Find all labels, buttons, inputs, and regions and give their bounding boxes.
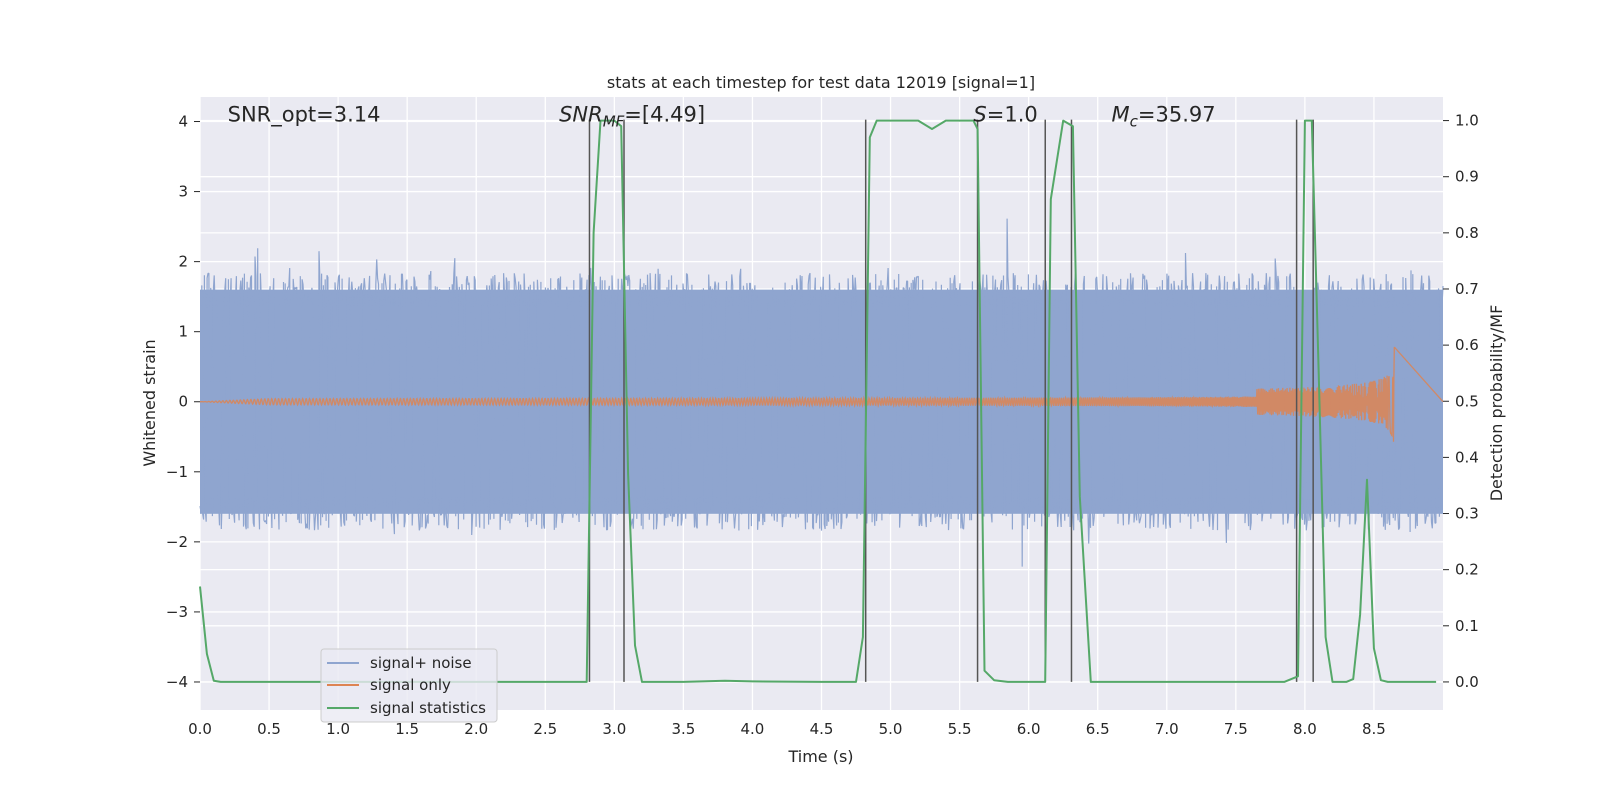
chirp-trace [199, 346, 1444, 442]
x-tick-label: 3.5 [671, 720, 695, 738]
y-tick-label-right: 0.9 [1455, 168, 1479, 186]
x-tick-label: 2.0 [464, 720, 488, 738]
y-tick-label-left: 2 [178, 253, 188, 271]
signal-statistics-series [199, 119, 1437, 683]
annotation-snr_mf: SNRMF=[4.49] [559, 103, 705, 131]
x-tick-label: 6.0 [1017, 720, 1041, 738]
x-tick-label: 0.0 [188, 720, 212, 738]
x-tick-label: 2.5 [533, 720, 557, 738]
x-tick-label: 1.5 [395, 720, 419, 738]
annotation-s: S=1.0 [973, 103, 1037, 127]
threshold-lines [588, 119, 1314, 682]
y-tick-label-left: 4 [178, 113, 188, 131]
legend-label-signal-noise: signal+ noise [370, 654, 472, 672]
annotation-snr_opt: SNR_opt=3.14 [228, 103, 381, 128]
x-tick-label: 0.5 [257, 720, 281, 738]
y-tick-label-left: 1 [178, 323, 188, 341]
y-tick-label-right: 0.3 [1455, 505, 1479, 523]
y-tick-label-left: −4 [166, 673, 188, 691]
x-tick-label: 6.5 [1086, 720, 1110, 738]
noise-trace [199, 218, 1444, 567]
legend-box [320, 648, 498, 723]
ticks: 0.0 0.5 1.0 1.5 2.0 2.5 3.0 3.5 4.0 4.5 5.0 5.5 6.0 6… [166, 112, 1479, 738]
y-tick-label-left: 3 [178, 183, 188, 201]
chart-title: stats at each timestep for test data 120… [607, 73, 1035, 92]
x-tick-label: 4.0 [741, 720, 765, 738]
legend: signal+ noise signal only signal statist… [320, 648, 498, 723]
y-tick-label-left: −3 [166, 603, 188, 621]
signal-only-series [199, 346, 1444, 442]
y-axis-left-label: Whitened strain [140, 339, 159, 466]
signal-statistics-line [199, 119, 1437, 683]
legend-label-signal-statistics: signal statistics [370, 699, 486, 717]
y-tick-label-right: 1.0 [1455, 112, 1479, 130]
y-tick-label-right: 0.6 [1455, 336, 1479, 354]
x-tick-label: 3.0 [602, 720, 626, 738]
y-tick-label-right: 0.4 [1455, 448, 1479, 466]
y-tick-label-right: 0.8 [1455, 224, 1479, 242]
y-tick-label-right: 0.0 [1455, 673, 1479, 691]
x-tick-label: 5.0 [879, 720, 903, 738]
y-tick-label-left: −1 [166, 463, 188, 481]
y-tick-label-right: 0.7 [1455, 280, 1479, 298]
annotation-mc: Mc=35.97 [1112, 103, 1216, 131]
y-tick-label-right: 0.1 [1455, 617, 1479, 635]
y-tick-label-left: −2 [166, 533, 188, 551]
x-axis-label: Time (s) [787, 747, 853, 766]
x-tick-label: 8.5 [1362, 720, 1386, 738]
x-tick-label: 7.0 [1155, 720, 1179, 738]
y-tick-label-right: 0.2 [1455, 561, 1479, 579]
y-tick-label-right: 0.5 [1455, 392, 1479, 410]
x-tick-label: 4.5 [810, 720, 834, 738]
annotations: SNR_opt=3.14 SNRMF=[4.49] S=1.0 Mc=35.97 [228, 103, 1216, 131]
x-tick-label: 5.5 [948, 720, 972, 738]
x-tick-label: 8.0 [1293, 720, 1317, 738]
legend-label-signal-only: signal only [370, 676, 451, 694]
y-tick-label-left: 0 [178, 393, 188, 411]
y-axis-right-label: Detection probability/MF [1487, 305, 1506, 502]
x-tick-label: 1.0 [326, 720, 350, 738]
x-tick-label: 7.5 [1224, 720, 1248, 738]
